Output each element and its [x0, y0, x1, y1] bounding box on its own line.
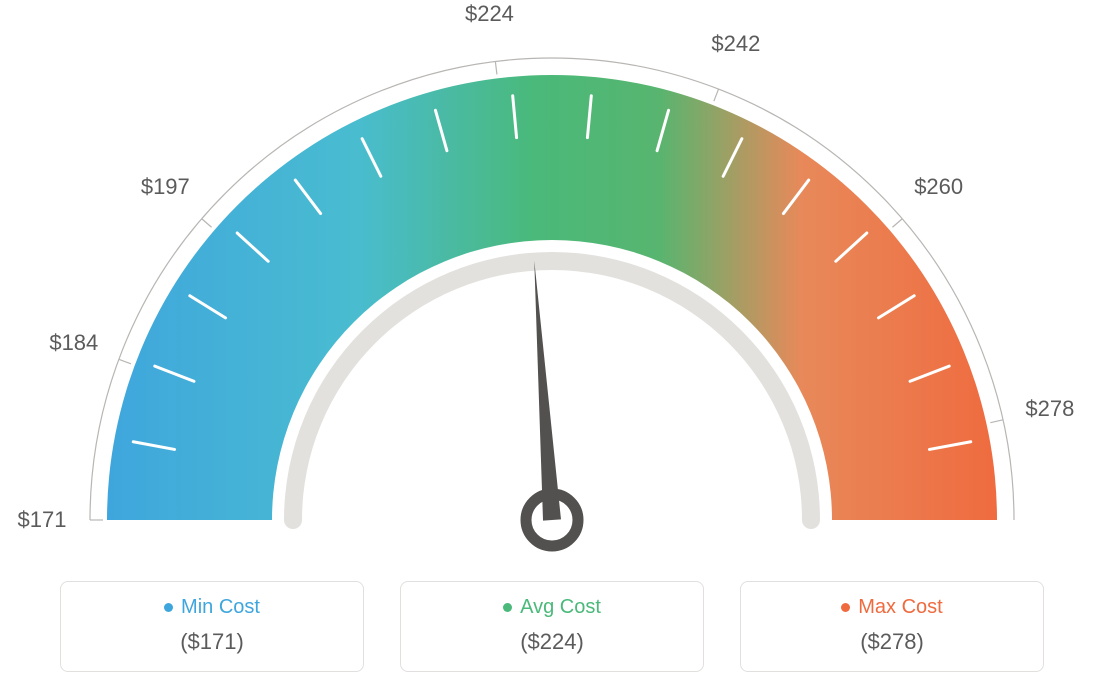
legend-value-min: ($171)	[71, 629, 353, 655]
legend-value-avg: ($224)	[411, 629, 693, 655]
legend-card-avg: Avg Cost ($224)	[400, 581, 704, 672]
legend-title-text: Avg Cost	[520, 596, 601, 619]
legend-title-text: Max Cost	[858, 596, 942, 619]
legend-title-max: Max Cost	[841, 596, 942, 619]
gauge-tick-label: $242	[711, 31, 760, 57]
gauge-tick-label: $184	[49, 330, 98, 356]
legend-card-min: Min Cost ($171)	[60, 581, 364, 672]
legend-dot-avg	[503, 603, 512, 612]
legend-card-max: Max Cost ($278)	[740, 581, 1044, 672]
gauge-tick-label: $224	[465, 1, 514, 27]
gauge-tick-label: $171	[18, 507, 67, 533]
legend-dot-min	[164, 603, 173, 612]
legend-dot-max	[841, 603, 850, 612]
legend-row: Min Cost ($171) Avg Cost ($224) Max Cost ($27…	[60, 581, 1044, 672]
legend-title-min: Min Cost	[164, 596, 260, 619]
gauge-chart: $171 $184 $197 $224 $242 $260 $278	[0, 0, 1104, 560]
gauge-tick-label: $278	[1025, 396, 1074, 422]
gauge-svg	[0, 0, 1104, 560]
legend-title-text: Min Cost	[181, 596, 260, 619]
legend-title-avg: Avg Cost	[503, 596, 601, 619]
gauge-tick-label: $260	[914, 174, 963, 200]
gauge-tick-label: $197	[141, 174, 190, 200]
legend-value-max: ($278)	[751, 629, 1033, 655]
